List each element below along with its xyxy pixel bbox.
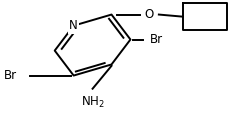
Text: N: N xyxy=(69,19,78,32)
Text: Br: Br xyxy=(149,33,162,46)
Text: O: O xyxy=(145,8,154,21)
Text: NH$_2$: NH$_2$ xyxy=(81,95,104,110)
Text: Br: Br xyxy=(4,69,17,82)
